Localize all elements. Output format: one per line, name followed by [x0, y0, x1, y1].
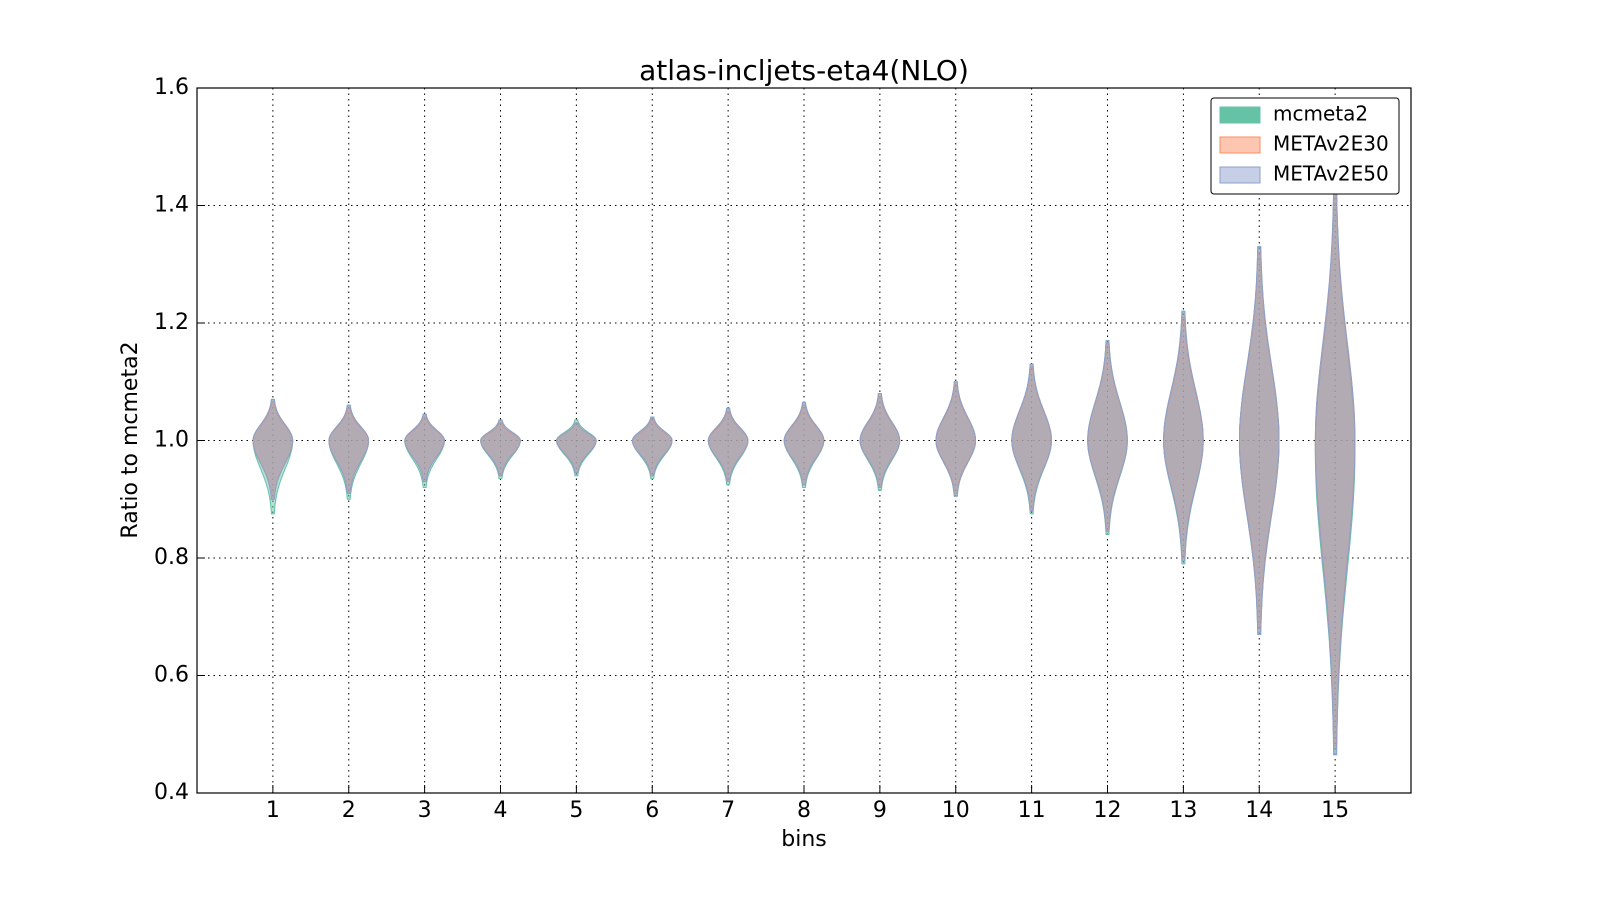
legend-label: METAv2E30: [1273, 132, 1389, 156]
x-tick-label: 4: [494, 798, 508, 823]
y-tick-label: 1.6: [154, 75, 189, 100]
x-tick-label: 7: [721, 798, 735, 823]
violin: [935, 381, 976, 497]
x-tick-label: 3: [418, 798, 432, 823]
violin: [556, 422, 597, 474]
legend-swatch: [1219, 136, 1261, 154]
chart-title: atlas-incljets-eta4(NLO): [639, 54, 969, 87]
legend-swatch: [1219, 106, 1261, 124]
violin: [1239, 246, 1280, 635]
x-axis-label: bins: [781, 827, 826, 852]
x-tick-label: 1: [266, 798, 280, 823]
x-tick-label: 12: [1094, 798, 1122, 823]
violin: [632, 416, 673, 477]
y-tick-label: 0.8: [154, 545, 189, 570]
violin: [328, 404, 370, 494]
violin: [859, 393, 901, 488]
violin: [1314, 187, 1356, 756]
y-tick-label: 1.4: [154, 193, 189, 218]
legend-label: mcmeta2: [1273, 102, 1368, 126]
x-tick-label: 14: [1245, 798, 1273, 823]
legend-label: METAv2E50: [1273, 162, 1389, 186]
violin: [1087, 340, 1128, 533]
x-tick-label: 5: [569, 798, 583, 823]
y-tick-label: 1.0: [154, 428, 189, 453]
violin: [1163, 310, 1204, 562]
x-tick-label: 10: [942, 798, 970, 823]
y-tick-label: 0.6: [154, 663, 189, 688]
x-tick-label: 11: [1018, 798, 1046, 823]
x-tick-label: 15: [1321, 798, 1349, 823]
y-tick-label: 0.4: [154, 780, 189, 805]
violin: [783, 401, 825, 486]
x-tick-label: 8: [797, 798, 811, 823]
x-tick-label: 9: [873, 798, 887, 823]
violin: [480, 419, 521, 477]
violin: [1011, 363, 1052, 512]
y-axis-label: Ratio to mcmeta2: [118, 341, 143, 538]
violin: [252, 398, 294, 500]
x-tick-label: 6: [645, 798, 659, 823]
legend-swatch: [1219, 166, 1261, 184]
plot-frame: [196, 87, 1412, 794]
x-tick-label: 2: [342, 798, 356, 823]
y-tick-label: 1.2: [154, 310, 189, 335]
violin: [404, 413, 445, 483]
x-tick-label: 13: [1169, 798, 1197, 823]
violin: [707, 407, 749, 483]
